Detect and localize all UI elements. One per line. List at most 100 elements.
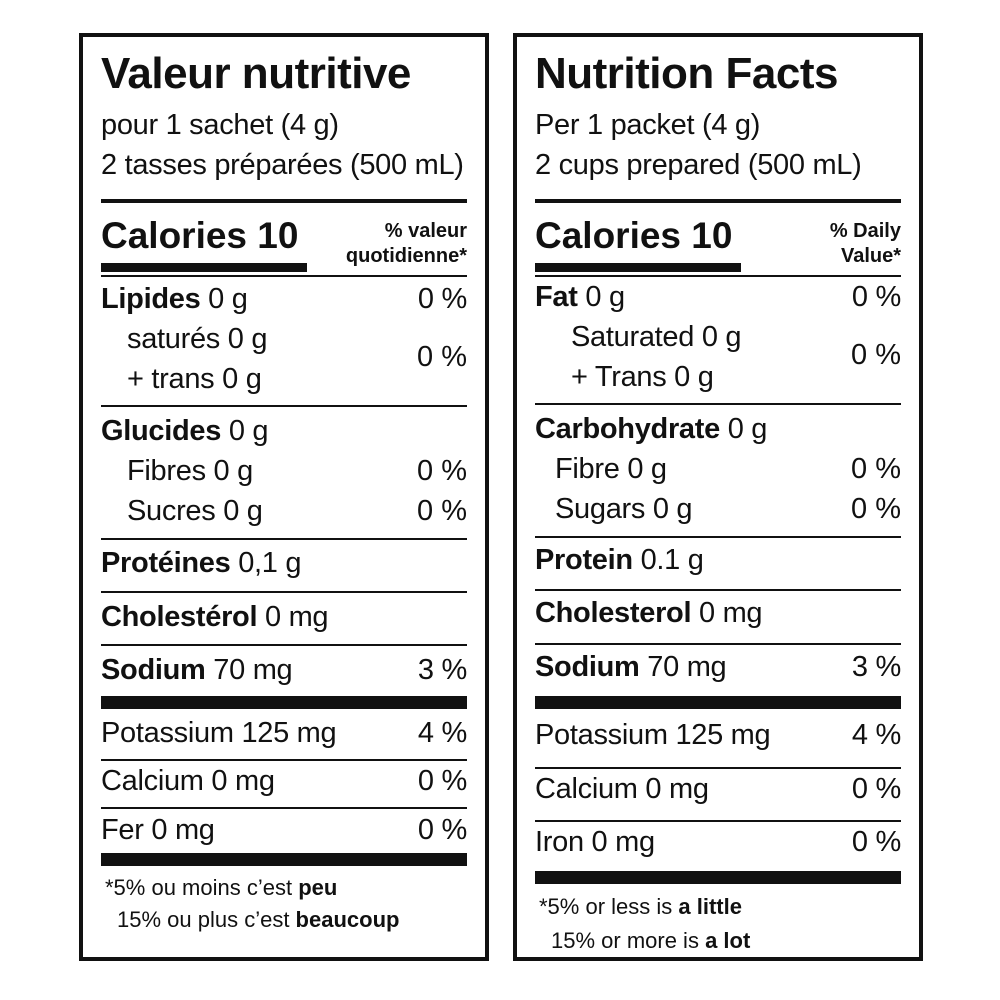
trans-label: + Trans 0 g — [571, 361, 714, 393]
iron-percent: 0 % — [851, 826, 901, 858]
row-sugars: Sugars 0 g — [555, 493, 901, 526]
row-trans: + Trans 0 g — [571, 361, 901, 394]
thick-divider — [535, 871, 901, 884]
divider — [101, 759, 467, 761]
iron-label: Iron 0 mg — [535, 826, 655, 858]
divider — [535, 199, 901, 203]
potassium-label: Potassium 125 mg — [101, 717, 337, 749]
divider — [101, 199, 467, 203]
daily-value-header-line2: quotidienne* — [345, 245, 467, 267]
footnote-low: *5% ou moins c’est peu — [105, 875, 337, 901]
calcium-label: Calcium 0 mg — [101, 765, 275, 797]
footnote-low-text: *5% or less is — [539, 894, 679, 919]
daily-value-header: % Daily Value* — [830, 219, 901, 269]
row-sodium: Sodium 70 mg 3 % — [535, 651, 901, 684]
fibre-percent: 0 % — [851, 453, 901, 485]
fibre-percent: 0 % — [417, 455, 467, 487]
footnote-high-text: 15% ou plus c’est — [117, 907, 296, 932]
thick-divider — [101, 696, 467, 709]
cholesterol-amount: 0 mg — [691, 597, 763, 629]
fibre-label: Fibre 0 g — [555, 453, 667, 485]
saturated-label: saturés 0 g — [127, 323, 268, 355]
footnote-low-bold: peu — [298, 875, 338, 900]
fat-amount: 0 g — [200, 283, 248, 315]
calcium-label: Calcium 0 mg — [535, 773, 709, 805]
sodium-label: Sodium — [535, 651, 640, 683]
carbohydrate-label: Carbohydrate — [535, 413, 720, 445]
saturated-trans-percent: 0 % — [851, 339, 901, 371]
thick-divider — [535, 696, 901, 709]
calories-bar — [535, 263, 741, 272]
divider — [535, 403, 901, 405]
protein-amount: 0,1 g — [230, 547, 302, 579]
sodium-amount: 70 mg — [205, 654, 293, 686]
row-cholesterol: Cholestérol 0 mg — [101, 601, 467, 634]
row-fibre: Fibre 0 g — [555, 453, 901, 486]
row-cholesterol: Cholesterol 0 mg — [535, 597, 901, 630]
sugars-label: Sucres 0 g — [127, 495, 263, 527]
trans-label: + trans 0 g — [127, 363, 262, 395]
row-calcium: Calcium 0 mg 0 % — [535, 773, 901, 806]
divider — [101, 644, 467, 646]
row-carbohydrate: Carbohydrate 0 g — [535, 413, 901, 446]
iron-percent: 0 % — [417, 814, 467, 846]
calories-label: Calories 10 — [535, 215, 733, 256]
row-protein: Protéines 0,1 g — [101, 547, 467, 580]
sugars-percent: 0 % — [851, 493, 901, 525]
sodium-label: Sodium — [101, 654, 206, 686]
fat-percent: 0 % — [417, 283, 467, 315]
footnote-low-bold: a little — [678, 894, 742, 919]
row-fat: Fat 0 g 0 % — [535, 281, 901, 314]
serving-size: pour 1 sachet (4 g) — [101, 109, 339, 141]
divider — [101, 405, 467, 407]
fat-amount: 0 g — [577, 281, 625, 313]
potassium-percent: 4 % — [851, 719, 901, 751]
row-sodium: Sodium 70 mg 3 % — [101, 654, 467, 687]
daily-value-header-line1: % valeur — [384, 220, 467, 242]
fat-percent: 0 % — [851, 281, 901, 313]
daily-value-header-line1: % Daily — [829, 220, 901, 242]
row-potassium: Potassium 125 mg 4 % — [535, 719, 901, 752]
potassium-percent: 4 % — [417, 717, 467, 749]
row-protein: Protein 0.1 g — [535, 544, 901, 577]
divider — [535, 275, 901, 277]
daily-value-header-line2: Value* — [840, 245, 901, 267]
calcium-percent: 0 % — [851, 773, 901, 805]
carbohydrate-label: Glucides — [101, 415, 222, 447]
thick-divider — [101, 853, 467, 866]
nutrition-panel-english: Nutrition Facts Per 1 packet (4 g) 2 cup… — [513, 33, 923, 961]
footnote-high: 15% or more is a lot — [551, 928, 750, 954]
footnote-high-bold: a lot — [705, 928, 751, 953]
sodium-amount: 70 mg — [639, 651, 727, 683]
divider — [101, 538, 467, 540]
row-trans: + trans 0 g — [127, 363, 467, 396]
calcium-percent: 0 % — [417, 765, 467, 797]
divider — [101, 591, 467, 593]
sodium-percent: 3 % — [851, 651, 901, 683]
footnote-low-text: *5% ou moins c’est — [105, 875, 299, 900]
sodium-percent: 3 % — [417, 654, 467, 686]
divider — [535, 589, 901, 591]
row-calcium: Calcium 0 mg 0 % — [101, 765, 467, 798]
fat-label: Fat — [535, 281, 578, 313]
divider — [535, 767, 901, 769]
row-sugars: Sucres 0 g — [127, 495, 467, 528]
carbohydrate-amount: 0 g — [719, 413, 768, 445]
calories-bar — [101, 263, 307, 272]
divider — [535, 643, 901, 645]
footnote-high-bold: beaucoup — [295, 907, 400, 932]
daily-value-header: % valeur quotidienne* — [346, 219, 467, 269]
footnote-high-text: 15% or more is — [551, 928, 706, 953]
carbohydrate-amount: 0 g — [221, 415, 269, 447]
footnote-low: *5% or less is a little — [539, 894, 742, 920]
footnote-high: 15% ou plus c’est beaucoup — [117, 907, 399, 933]
fibre-label: Fibres 0 g — [127, 455, 253, 487]
cholesterol-amount: 0 mg — [257, 601, 329, 633]
serving-prepared: 2 tasses préparées (500 mL) — [101, 149, 464, 181]
row-iron: Iron 0 mg 0 % — [535, 826, 901, 859]
protein-label: Protein — [535, 544, 633, 576]
sugars-percent: 0 % — [417, 495, 467, 527]
row-carbohydrate: Glucides 0 g — [101, 415, 467, 448]
panel-title: Valeur nutritive — [101, 49, 411, 98]
row-potassium: Potassium 125 mg 4 % — [101, 717, 467, 750]
